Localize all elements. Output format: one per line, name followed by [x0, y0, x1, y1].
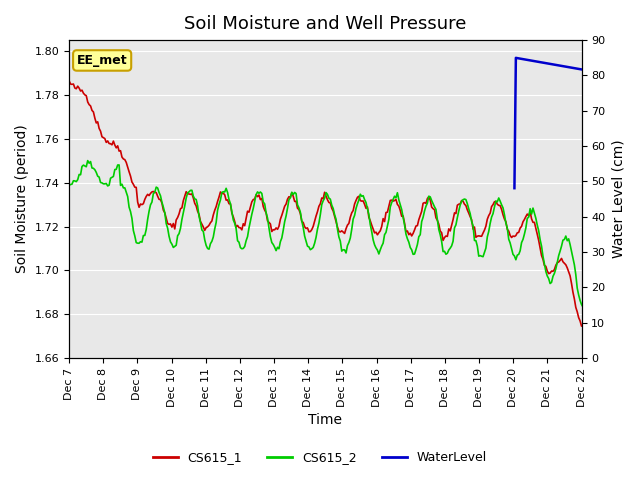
Text: EE_met: EE_met [77, 54, 127, 67]
Y-axis label: Soil Moisture (period): Soil Moisture (period) [15, 125, 29, 274]
Title: Soil Moisture and Well Pressure: Soil Moisture and Well Pressure [184, 15, 467, 33]
X-axis label: Time: Time [308, 413, 342, 427]
Legend: CS615_1, CS615_2, WaterLevel: CS615_1, CS615_2, WaterLevel [148, 446, 492, 469]
Y-axis label: Water Level (cm): Water Level (cm) [611, 140, 625, 258]
